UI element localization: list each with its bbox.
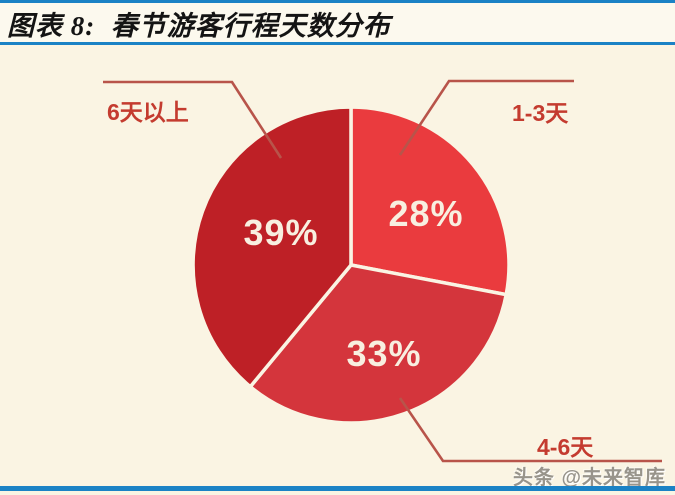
leader-line-1-3-days [398, 79, 574, 156]
bottom-border-line [0, 486, 675, 491]
slice-value-label-1-3-days: 28% [388, 193, 464, 234]
slice-category-label-1-3-days: 1-3天 [512, 100, 569, 126]
pie-slice-1-3天 [349, 105, 511, 297]
toutiao-watermark: 头条 @未来智库 [512, 467, 666, 489]
figure-header: 图表 8: 春节游客行程天数分布 [0, 0, 675, 42]
slice-value-label-4-6-days: 33% [346, 333, 422, 374]
leader-line-4-6-days [398, 397, 662, 463]
slice-value-label-6-days-plus: 39% [243, 212, 319, 253]
pie-slice-4-6天 [248, 263, 508, 425]
slice-category-label-6-days-plus: 6天以上 [107, 99, 189, 125]
leader-line-6-days-plus [103, 80, 283, 159]
top-border-line [0, 0, 675, 3]
chart-title: 图表 8: 春节游客行程天数分布 [7, 11, 391, 41]
title-underline [0, 42, 675, 45]
pie-slices-group [191, 105, 511, 425]
slice-category-label-4-6-days: 4-6天 [537, 434, 594, 460]
pie-slice-6天以上 [191, 105, 353, 389]
